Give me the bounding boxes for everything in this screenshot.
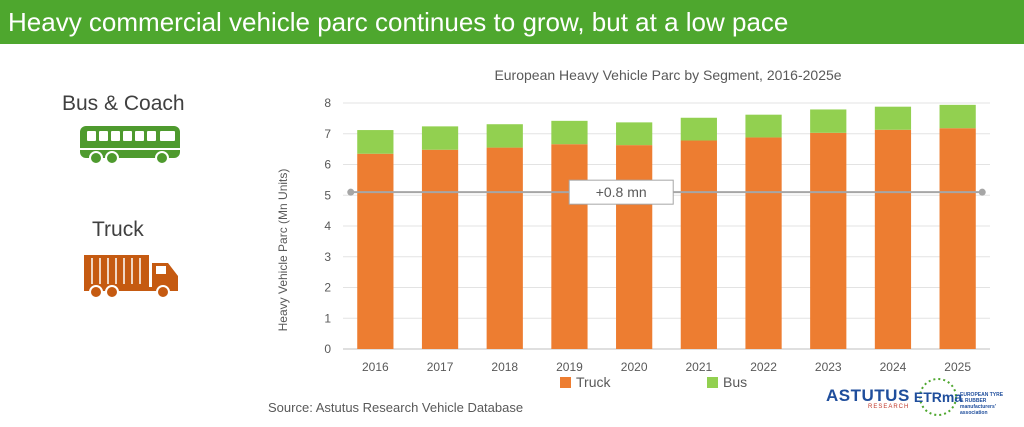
bar-bus-2024 bbox=[874, 106, 912, 130]
x-tick-label: 2019 bbox=[556, 360, 583, 374]
x-tick-label: 2022 bbox=[750, 360, 777, 374]
x-tick-label: 2020 bbox=[621, 360, 648, 374]
y-tick-label: 8 bbox=[324, 96, 331, 110]
bar-truck-2020 bbox=[616, 145, 653, 349]
bar-truck-2024 bbox=[874, 129, 912, 349]
truck-label: Truck bbox=[92, 218, 144, 241]
bar-bus-2019 bbox=[551, 120, 588, 145]
bar-truck-2023 bbox=[810, 132, 847, 349]
growth-annotation-box bbox=[568, 179, 674, 205]
bus-coach-label: Bus & Coach bbox=[62, 92, 185, 115]
y-tick-label: 7 bbox=[324, 127, 331, 141]
legend-label-truck: Truck bbox=[576, 374, 611, 390]
x-tick-label: 2021 bbox=[685, 360, 712, 374]
x-tick-label: 2018 bbox=[491, 360, 518, 374]
legend-swatch-truck bbox=[560, 377, 571, 388]
x-tick-label: 2024 bbox=[880, 360, 907, 374]
y-tick-label: 2 bbox=[324, 281, 331, 295]
page-title: Heavy commercial vehicle parc continues … bbox=[0, 0, 1024, 44]
bar-bus-2025 bbox=[939, 104, 976, 129]
bar-truck-2018 bbox=[486, 147, 523, 349]
bar-truck-2019 bbox=[551, 144, 588, 349]
bar-truck-2025 bbox=[939, 128, 976, 349]
source-note: Source: Astutus Research Vehicle Databas… bbox=[268, 400, 524, 415]
x-tick-label: 2016 bbox=[362, 360, 389, 374]
y-tick-label: 5 bbox=[324, 188, 331, 202]
y-tick-label: 6 bbox=[324, 158, 331, 172]
x-tick-label: 2017 bbox=[427, 360, 454, 374]
y-axis-label: Heavy Vehicle Parc (Mn Units) bbox=[276, 169, 290, 332]
bar-truck-2016 bbox=[357, 153, 394, 349]
bar-bus-2021 bbox=[680, 117, 717, 141]
bar-bus-2022 bbox=[745, 114, 782, 138]
bar-truck-2021 bbox=[680, 140, 717, 349]
astutus-logo-sub: RESEARCH bbox=[868, 404, 910, 410]
bar-bus-2020 bbox=[616, 122, 653, 146]
y-tick-label: 4 bbox=[324, 219, 331, 233]
etrma-logo-sub: EUROPEAN TYRE & RUBBER manufacturers' as… bbox=[960, 392, 1004, 416]
y-tick-label: 1 bbox=[324, 311, 331, 325]
growth-line-start-marker bbox=[347, 188, 355, 196]
bar-bus-2017 bbox=[421, 126, 459, 150]
chart-title: European Heavy Vehicle Parc by Segment, … bbox=[494, 67, 841, 83]
bar-truck-2022 bbox=[745, 137, 782, 349]
bar-truck-2017 bbox=[421, 149, 459, 349]
bar-bus-2018 bbox=[486, 124, 523, 148]
x-tick-label: 2023 bbox=[815, 360, 842, 374]
growth-annotation: +0.8 mn bbox=[596, 184, 647, 200]
x-tick-label: 2025 bbox=[944, 360, 971, 374]
legend-swatch-bus bbox=[707, 377, 718, 388]
growth-line-end-marker bbox=[978, 188, 986, 196]
y-tick-label: 0 bbox=[324, 342, 331, 356]
bar-bus-2016 bbox=[357, 130, 394, 154]
bar-bus-2023 bbox=[810, 109, 847, 133]
legend-label-bus: Bus bbox=[723, 374, 747, 390]
y-tick-label: 3 bbox=[324, 250, 331, 264]
astutus-logo: ASTUTUS bbox=[826, 386, 910, 405]
